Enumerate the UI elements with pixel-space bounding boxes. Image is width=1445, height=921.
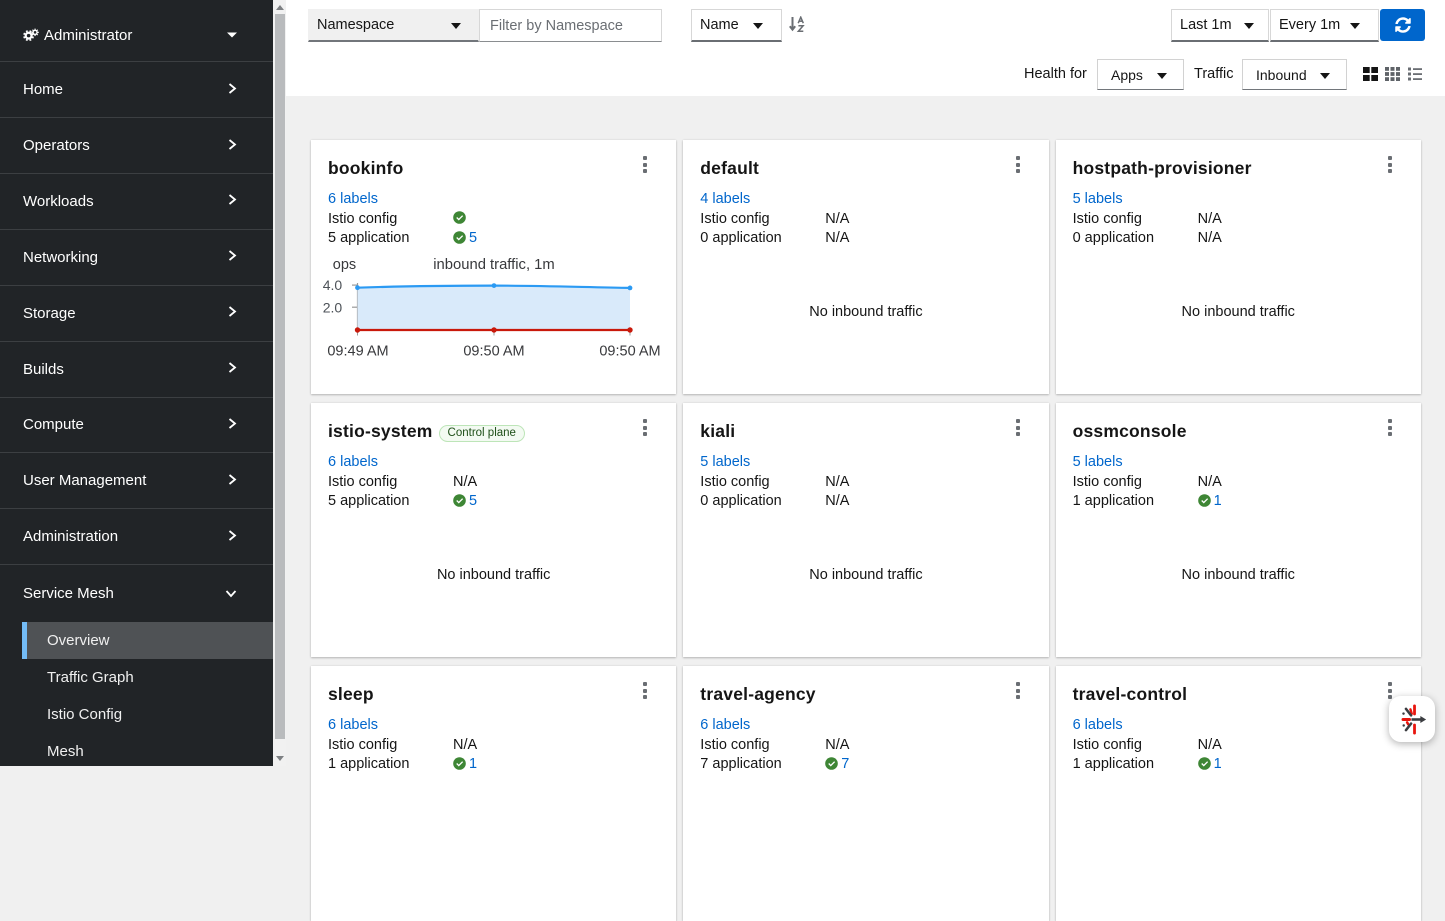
- svg-text:inbound traffic, 1m: inbound traffic, 1m: [433, 257, 554, 273]
- svg-text:09:50 AM: 09:50 AM: [463, 344, 524, 360]
- svg-text:ops: ops: [333, 257, 356, 273]
- svg-text:09:49 AM: 09:49 AM: [327, 344, 388, 360]
- svg-text:4.0: 4.0: [323, 277, 343, 293]
- svg-text:09:50 AM: 09:50 AM: [599, 344, 660, 360]
- svg-text:2.0: 2.0: [323, 300, 343, 316]
